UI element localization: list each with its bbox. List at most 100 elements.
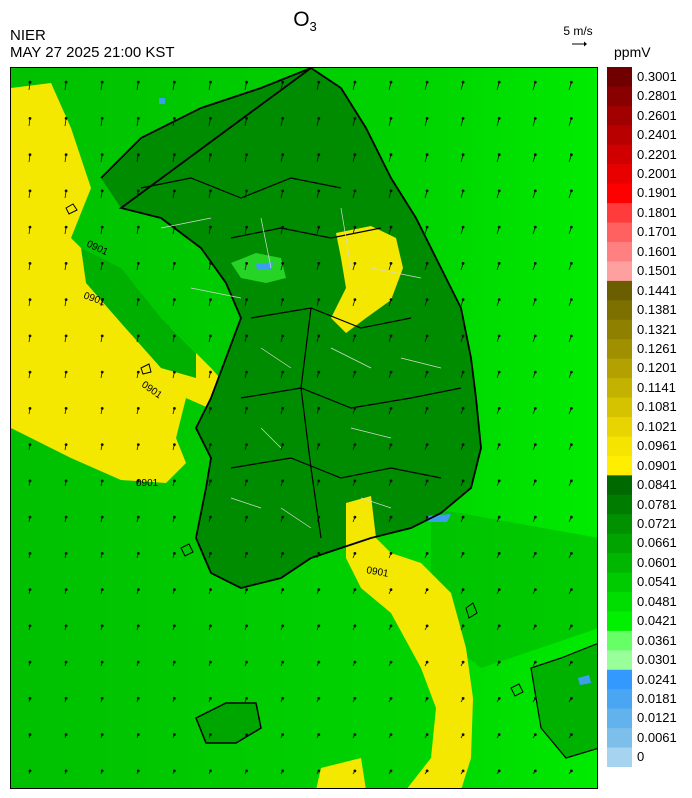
wind-arrow-head [533, 551, 537, 555]
colorbar-label: 0.0121 [637, 710, 677, 726]
japan-coast [530, 643, 597, 759]
colorbar-swatch [607, 378, 632, 399]
wind-arrow-head [389, 370, 393, 374]
wind-arrow-head [64, 733, 68, 736]
wind-arrow-head [28, 515, 32, 519]
county-borders [160, 207, 442, 529]
colorbar-label: 0.0601 [637, 554, 677, 570]
wind-arrow-head [172, 551, 176, 555]
wind-arrow-head [28, 117, 32, 120]
wind-arrow-head [497, 551, 501, 555]
wind-arrow-head [461, 261, 465, 265]
wind-arrow-head [533, 189, 537, 193]
colorbar-swatch [607, 747, 632, 767]
colorbar-swatch [607, 222, 632, 243]
wind-arrow-head [28, 225, 32, 229]
wind-arrow-head [172, 660, 176, 664]
wind-arrow-head [64, 117, 68, 120]
wind-arrow-head [172, 406, 176, 410]
wind-arrow-head [281, 334, 285, 338]
colorbar-swatch [607, 280, 632, 301]
wind-arrow-head [497, 225, 501, 229]
wind-arrow-head [281, 515, 285, 519]
wind-arrow-head [353, 697, 357, 700]
wind-arrow-head [570, 551, 573, 555]
wind-arrow-head [425, 697, 429, 700]
wind-arrow-head [28, 80, 32, 84]
wind-arrow-head [497, 117, 501, 120]
wind-arrow-head [28, 697, 32, 700]
japan-low-spot [578, 675, 591, 685]
wind-arrow-head [64, 370, 68, 374]
wind-arrow-head [533, 334, 537, 338]
colorbar-label: 0.1801 [637, 204, 677, 220]
wind-arrow-head [389, 515, 393, 519]
wind-arrow-head [497, 769, 501, 773]
wind-arrow-head [28, 479, 32, 483]
wind-arrow-head [570, 660, 573, 664]
wind-arrow-head [389, 660, 393, 664]
colorbar-label: 0.0181 [637, 690, 677, 706]
wind-arrow-head [100, 697, 104, 700]
wind-arrow-head [172, 261, 176, 265]
wind-arrow-head [100, 733, 104, 736]
wind-arrow-head [100, 588, 104, 591]
wind-arrow-head [317, 406, 321, 410]
wind-arrow-head [281, 153, 285, 157]
wind-arrow-head [172, 515, 176, 519]
wind-arrow-head [64, 406, 68, 410]
wind-arrow-head [570, 298, 573, 302]
wind-arrow-head [461, 660, 465, 664]
wind-arrow-head [353, 153, 357, 157]
colorbar-label: 0.0901 [637, 457, 677, 473]
wind-arrow-head [172, 189, 176, 193]
wind-arrow-head [209, 370, 212, 374]
wind-arrow-head [172, 769, 176, 773]
wind-arrow-head [245, 189, 249, 193]
wind-arrow-head [100, 298, 104, 302]
wind-arrow-head [172, 298, 176, 302]
colorbar-swatch [607, 358, 632, 379]
colorbar-labels: 0.3001 0.2801 0.2601 0.2401 0.2201 0.2001 0.19… [637, 67, 692, 777]
wind-arrow-head [100, 515, 104, 519]
colorbar-swatch [607, 125, 632, 146]
wind-arrow-head [461, 334, 465, 338]
wind-arrow-head [209, 225, 212, 229]
wind-arrow-head [245, 697, 249, 700]
wind-arrow-head [172, 733, 176, 736]
unit-label: ppmV [614, 44, 651, 60]
wind-arrow-head [570, 189, 573, 193]
wind-arrow-head [461, 551, 465, 555]
wind-reference: 5 m/s [556, 24, 600, 53]
wind-arrow-head [209, 189, 212, 193]
island-outlines [65, 203, 524, 697]
south-coast-yellow-band [346, 496, 473, 788]
colorbar-label: 0.1321 [637, 321, 677, 337]
wind-arrow-head [64, 298, 68, 302]
colorbar-swatch [607, 300, 632, 321]
north-low-spot [159, 98, 165, 104]
wind-arrow-head [497, 624, 501, 628]
wind-reference-label: 5 m/s [563, 24, 593, 38]
wind-arrow-head [100, 334, 104, 338]
wind-arrow-head [245, 153, 249, 157]
west-sea-green-channel [81, 248, 196, 378]
wind-arrow-head [389, 624, 393, 628]
wind-arrow-head [281, 80, 285, 84]
wind-arrow-head [209, 479, 212, 483]
wind-arrow-head [533, 443, 537, 447]
wind-arrow-head [497, 588, 501, 591]
colorbar-label: 0.0781 [637, 496, 677, 512]
colorbar-label: 0.0421 [637, 613, 677, 629]
wind-arrow-head [353, 406, 357, 410]
wind-arrow-head [533, 588, 537, 591]
wind-arrow-head [317, 479, 321, 483]
wind-arrow-head [245, 370, 249, 374]
wind-arrow-head [497, 515, 501, 519]
wind-arrow-head [136, 479, 140, 483]
wind-arrow-head [209, 588, 212, 591]
wind-arrow-head [317, 660, 321, 664]
colorbar-swatch [607, 261, 632, 282]
wind-arrow-head [64, 624, 68, 628]
wind-arrow-head [497, 443, 501, 447]
